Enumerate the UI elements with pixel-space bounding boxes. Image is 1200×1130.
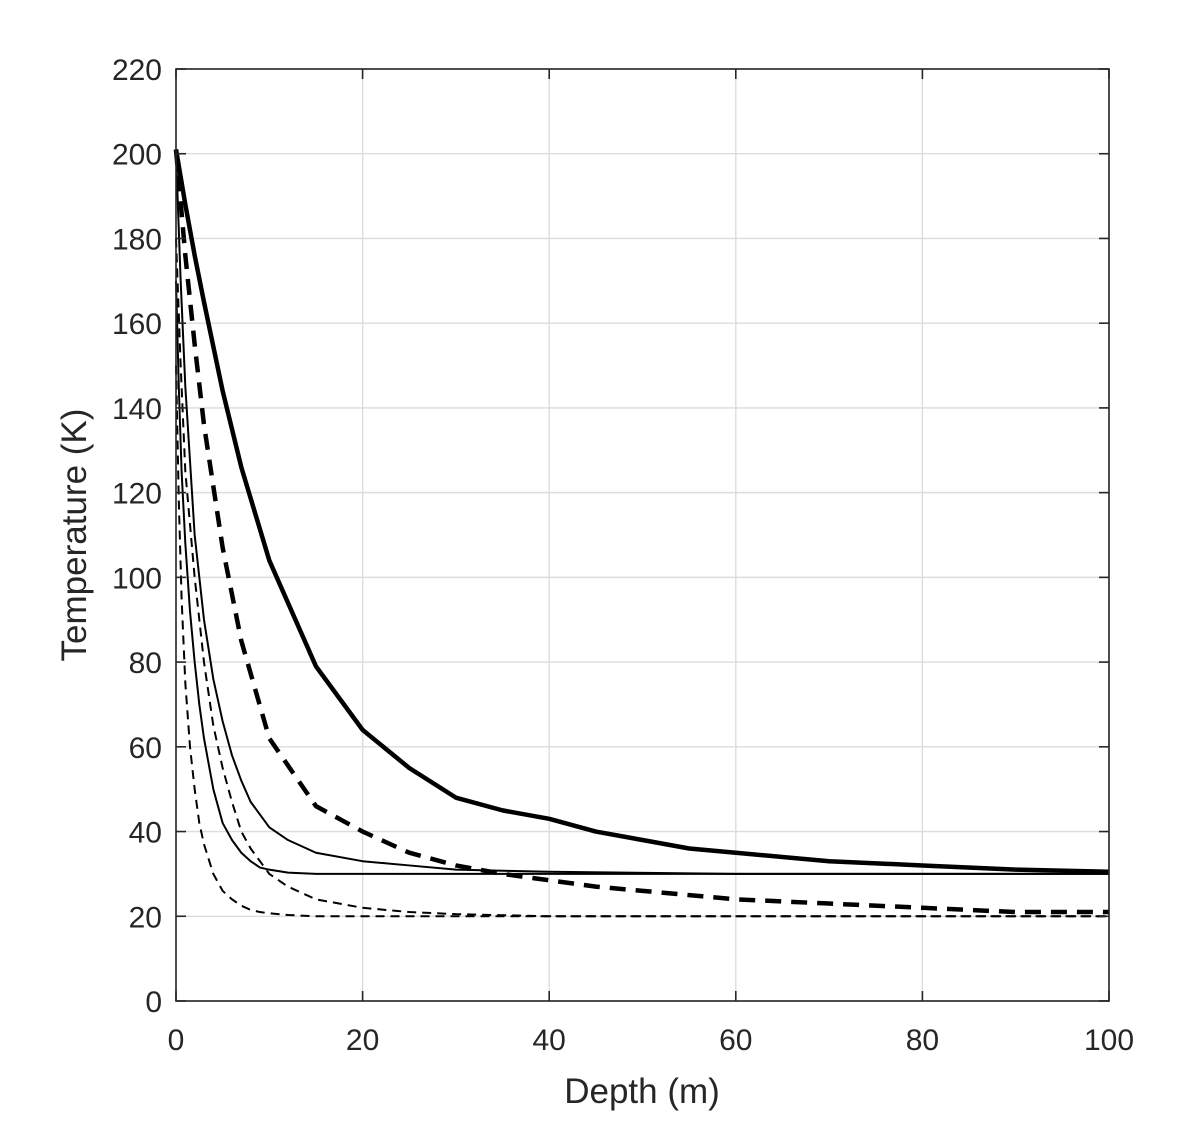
y-tick-label: 0 (145, 986, 162, 1019)
series-lines (173, 149, 1110, 918)
y-tick-labels: 0 20 40 60 80 100 120 140 160 180 200 220 (112, 54, 162, 1019)
x-tick-label: 20 (346, 1024, 379, 1057)
y-tick-label: 160 (112, 308, 162, 341)
x-tick-labels: 0 20 40 60 80 100 (168, 1024, 1134, 1057)
axis-ticks (175, 68, 1110, 1002)
y-tick-label: 60 (129, 732, 162, 765)
y-tick-label: 100 (112, 562, 162, 595)
series-line-3 (175, 153, 1109, 875)
y-axis-title: Temperature (K) (55, 409, 94, 662)
y-tick-label: 180 (112, 223, 162, 256)
x-tick-label: 40 (533, 1024, 566, 1057)
y-tick-label: 220 (112, 54, 162, 87)
x-axis-title: Depth (m) (564, 1072, 720, 1111)
y-tick-label: 80 (129, 647, 162, 680)
y-tick-label: 200 (112, 139, 162, 172)
grid (175, 68, 1110, 1002)
series-line-1 (173, 149, 1110, 875)
y-tick-label: 40 (129, 817, 162, 850)
x-tick-label: 60 (719, 1024, 752, 1057)
plot-frame (175, 68, 1110, 1002)
y-tick-label: 120 (112, 478, 162, 511)
y-tick-label: 20 (129, 901, 162, 934)
y-tick-label: 140 (112, 393, 162, 426)
series-line-5 (175, 280, 1109, 875)
x-tick-label: 0 (168, 1024, 185, 1057)
series-line-2 (173, 149, 1109, 915)
x-tick-label: 80 (906, 1024, 939, 1057)
x-tick-label: 100 (1084, 1024, 1134, 1057)
series-line-6 (175, 365, 1109, 918)
